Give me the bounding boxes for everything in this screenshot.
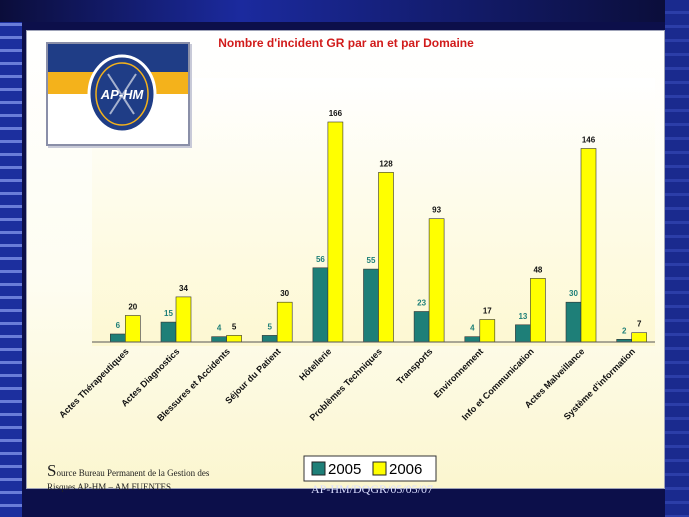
legend-swatch-2005 <box>311 461 326 476</box>
x-tick-label-6: Transports <box>395 346 435 386</box>
bar-2006-5 <box>378 172 394 343</box>
bar-2006-0 <box>125 315 141 343</box>
x-tick-label-4: Hôtellerie <box>297 346 333 382</box>
value-label-2005-4: 56 <box>316 255 325 264</box>
source-initial: S <box>47 461 57 480</box>
bar-2005-4 <box>312 267 329 343</box>
bar-2005-8 <box>515 324 531 343</box>
bar-2006-3 <box>276 301 293 343</box>
bar-2005-1 <box>160 321 177 343</box>
value-label-2005-9: 30 <box>569 289 578 298</box>
x-tick-label-0: Actes Thérapeutiques <box>57 346 131 420</box>
legend: 2005 2006 <box>303 455 437 482</box>
x-tick-label-7: Environnement <box>432 346 485 399</box>
value-label-2006-9: 146 <box>582 136 596 145</box>
bar-2005-5 <box>363 268 379 343</box>
value-label-2006-1: 34 <box>179 284 188 293</box>
legend-box <box>303 455 437 482</box>
value-label-2006-4: 166 <box>329 109 343 118</box>
bar-2006-6 <box>428 218 445 343</box>
value-label-2006-5: 128 <box>379 159 393 168</box>
bar-2006-1 <box>175 296 192 343</box>
source-line-2: Risques AP-HM – AM FUENTES <box>47 482 172 492</box>
value-label-2005-7: 4 <box>470 324 475 333</box>
source-note: Source Bureau Permanent de la Gestion de… <box>47 461 297 494</box>
left-decorative-strip <box>0 0 22 517</box>
bar-2006-4 <box>327 121 344 343</box>
bar-2005-9 <box>565 301 582 343</box>
bar-2005-7 <box>464 336 481 343</box>
value-label-2006-3: 30 <box>280 289 289 298</box>
value-label-2006-2: 5 <box>232 322 237 331</box>
document-reference: AP-HM/DQGR/05/05/07 <box>311 482 434 496</box>
bar-2005-0 <box>110 333 126 343</box>
bar-2005-2 <box>211 336 227 343</box>
value-label-2005-5: 55 <box>367 256 376 265</box>
x-tick-label-3: Séjour du Patient <box>223 346 282 405</box>
logo-text: AP-HM <box>100 87 145 102</box>
value-label-2005-3: 5 <box>267 322 272 331</box>
value-label-2006-10: 7 <box>637 320 642 329</box>
value-label-2005-2: 4 <box>217 324 222 333</box>
legend-label-2006: 2006 <box>389 461 422 478</box>
logo-emblem-icon: AP-HM <box>87 54 157 134</box>
bar-2006-8 <box>530 278 546 343</box>
bar-2005-3 <box>261 335 278 343</box>
bar-2006-10 <box>631 332 648 343</box>
value-label-2005-0: 6 <box>116 321 121 330</box>
bar-2006-2 <box>226 335 242 343</box>
top-decorative-band <box>0 0 689 22</box>
legend-label-2005: 2005 <box>328 461 361 478</box>
value-label-2006-6: 93 <box>432 206 441 215</box>
source-line-1: ource Bureau Permanent de la Gestion des <box>56 468 210 478</box>
bar-2006-7 <box>479 319 496 343</box>
value-label-2006-8: 48 <box>533 265 542 274</box>
ap-hm-logo: AP-HM <box>46 42 190 146</box>
value-label-2006-7: 17 <box>483 307 492 316</box>
bar-2005-6 <box>413 311 430 343</box>
chart-title: Nombre d'incident GR par an et par Domai… <box>218 36 474 50</box>
legend-swatch-2006 <box>372 461 387 476</box>
bar-2006-9 <box>580 148 597 343</box>
value-label-2005-6: 23 <box>417 299 426 308</box>
value-label-2005-8: 13 <box>518 312 527 321</box>
value-label-2005-10: 2 <box>622 326 627 335</box>
value-label-2006-0: 20 <box>128 303 137 312</box>
value-label-2005-1: 15 <box>164 309 173 318</box>
right-decorative-strip <box>665 0 689 517</box>
